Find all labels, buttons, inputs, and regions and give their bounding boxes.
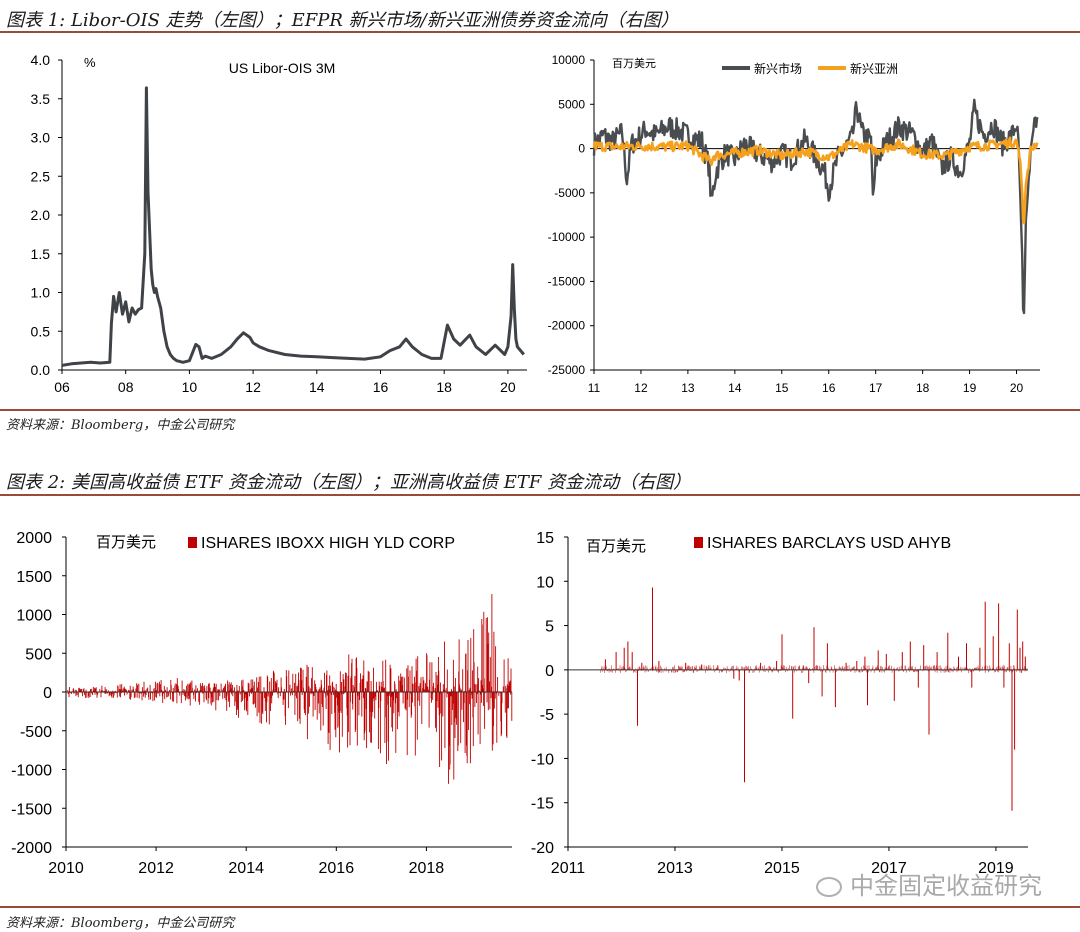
y-tick-label: 1500 xyxy=(16,569,52,586)
figure2-source: 资料来源：Bloomberg，中金公司研究 xyxy=(6,916,235,931)
legend-label-em: 新兴市场 xyxy=(754,61,802,76)
y-tick-label: 5 xyxy=(545,619,554,636)
x-tick-label: 2016 xyxy=(319,860,355,877)
chart-title: US Libor-OIS 3M xyxy=(229,60,336,76)
x-tick-label: 08 xyxy=(118,379,134,395)
figure2-top-rule xyxy=(0,494,1080,496)
y-tick-label: -1500 xyxy=(11,801,52,818)
libor-ois-chart: 0.0 0.5 1.0 1.5 2.0 2.5 3.0 3.5 4.0 06 08 10 12 14 16 1… xyxy=(31,52,527,395)
legend-label: ISHARES BARCLAYS USD AHYB xyxy=(707,535,951,552)
x-tick-label: 2015 xyxy=(764,860,800,877)
y-axis-unit: 百万美元 xyxy=(586,538,646,555)
flow-bars xyxy=(599,587,1028,811)
us-hy-etf-chart: -2000 -1500 -1000 -500 0 500 1000 1500 2000 2010 2… xyxy=(11,530,513,877)
y-tick-label: -10 xyxy=(531,751,554,768)
y-axis-unit: % xyxy=(84,55,96,70)
y-tick-label: 4.0 xyxy=(31,52,51,68)
em-flow-line xyxy=(592,98,1039,315)
legend-label: ISHARES IBOXX HIGH YLD CORP xyxy=(201,535,455,552)
watermark-text: 中金固定收益研究 xyxy=(850,872,1042,900)
wechat-icon xyxy=(816,877,842,897)
y-tick-label: -10000 xyxy=(548,230,586,244)
y-tick-label: 2.0 xyxy=(31,207,51,223)
y-tick-label: 0 xyxy=(43,685,52,702)
x-tick-label: 2017 xyxy=(871,860,907,877)
figure1-source: 资料来源：Bloomberg，中金公司研究 xyxy=(6,418,235,433)
y-tick-label: -2000 xyxy=(11,840,52,857)
y-tick-label: -500 xyxy=(20,724,52,741)
y-tick-label: -25000 xyxy=(548,363,586,377)
x-tick-label: 2013 xyxy=(657,860,693,877)
watermark: 中金固定收益研究 xyxy=(816,866,1042,901)
y-tick-label: -20 xyxy=(531,840,554,857)
legend-swatch xyxy=(694,537,703,548)
y-tick-label: 2.5 xyxy=(31,168,51,184)
y-tick-label: 10000 xyxy=(552,53,586,67)
y-tick-label: 1000 xyxy=(16,608,52,625)
legend-swatch xyxy=(188,537,197,548)
y-tick-label: 1.0 xyxy=(31,285,51,301)
x-tick-label: 16 xyxy=(822,381,836,395)
y-tick-label: 3.5 xyxy=(31,91,51,107)
y-tick-label: 500 xyxy=(25,646,52,663)
y-tick-label: 15 xyxy=(536,530,554,547)
x-tick-label: 18 xyxy=(436,379,452,395)
y-tick-label: 3.0 xyxy=(31,130,51,146)
y-tick-label: 0.0 xyxy=(31,362,51,378)
x-tick-label: 15 xyxy=(775,381,789,395)
figure1-title: 图表 1: Libor-OIS 走势（左图）；EFPR 新兴市场/新兴亚洲债券资… xyxy=(6,10,679,31)
figure1-bottom-rule xyxy=(0,409,1080,411)
x-tick-label: 14 xyxy=(728,381,742,395)
y-tick-label: -1000 xyxy=(11,763,52,780)
flow-bars xyxy=(65,594,513,784)
x-tick-label: 18 xyxy=(916,381,930,395)
y-axis-unit: 百万美元 xyxy=(612,57,656,70)
y-tick-label: -5000 xyxy=(554,186,585,200)
y-tick-label: 1.5 xyxy=(31,246,51,262)
x-tick-label: 17 xyxy=(869,381,883,395)
y-axis-unit: 百万美元 xyxy=(96,534,156,551)
y-tick-label: 0 xyxy=(578,142,585,156)
x-tick-label: 14 xyxy=(309,379,325,395)
x-tick-label: 2014 xyxy=(228,860,264,877)
x-tick-label: 2012 xyxy=(138,860,174,877)
legend-label-asia: 新兴亚洲 xyxy=(850,61,898,76)
y-tick-label: 10 xyxy=(536,574,554,591)
y-tick-label: 0.5 xyxy=(31,323,51,339)
y-tick-label: 2000 xyxy=(16,530,52,547)
asia-flow-line xyxy=(592,136,1039,225)
x-tick-label: 13 xyxy=(681,381,695,395)
x-tick-label: 2011 xyxy=(551,860,586,877)
x-tick-label: 12 xyxy=(634,381,648,395)
figure1-top-rule xyxy=(0,31,1080,33)
x-tick-label: 2019 xyxy=(978,860,1014,877)
x-tick-label: 2010 xyxy=(48,860,84,877)
y-tick-label: -5 xyxy=(540,707,554,724)
x-tick-label: 20 xyxy=(1010,381,1024,395)
y-tick-label: -15 xyxy=(531,796,554,813)
x-tick-label: 16 xyxy=(373,379,389,395)
figure2-title: 图表 2: 美国高收益债 ETF 资金流动（左图）；亚洲高收益债 ETF 资金流… xyxy=(6,472,692,493)
x-tick-label: 2018 xyxy=(409,860,445,877)
x-tick-label: 19 xyxy=(963,381,977,395)
figure2-bottom-rule xyxy=(0,906,1080,908)
x-tick-label: 12 xyxy=(245,379,261,395)
epfr-flows-chart: -25000 -20000 -15000 -10000 -5000 0 5000 10000 1… xyxy=(548,53,1040,395)
x-tick-label: 10 xyxy=(182,379,198,395)
x-tick-label: 06 xyxy=(54,379,70,395)
y-tick-label: 5000 xyxy=(558,97,585,111)
y-tick-label: 0 xyxy=(545,663,554,680)
asia-hy-etf-chart: -20 -15 -10 -5 0 5 10 15 2011 2013 2015 2017 2019 百万美… xyxy=(531,530,1028,877)
y-tick-label: -15000 xyxy=(548,274,586,288)
x-tick-label: 20 xyxy=(500,379,516,395)
libor-ois-line xyxy=(61,86,525,367)
x-tick-label: 11 xyxy=(588,381,601,395)
y-tick-label: -20000 xyxy=(548,319,586,333)
